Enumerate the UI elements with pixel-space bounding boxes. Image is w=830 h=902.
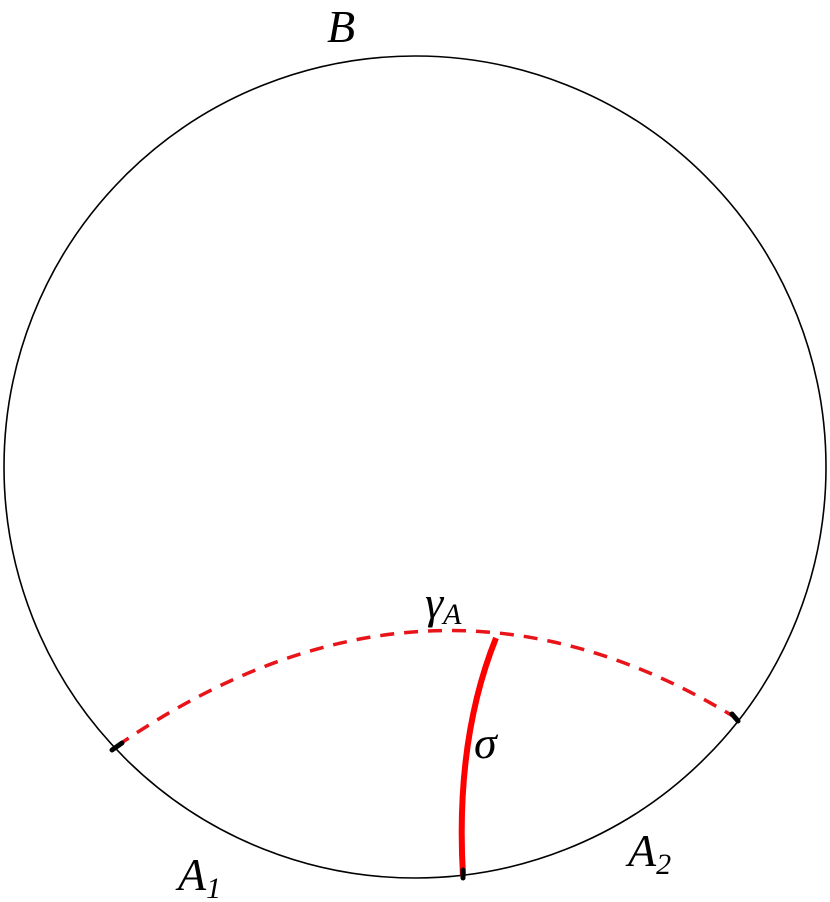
geodesic-gamma <box>116 628 737 748</box>
boundary-circle <box>3 55 827 879</box>
endpoint-marker <box>729 711 741 724</box>
label-main: A <box>625 825 657 876</box>
label-sigma: σ <box>474 717 499 768</box>
label-main: γ <box>425 577 445 628</box>
label-a2: A2 <box>625 825 671 881</box>
label-gamma: γA <box>425 577 462 631</box>
label-sub: 2 <box>656 848 671 881</box>
label-b: B <box>327 1 355 52</box>
surface-sigma <box>458 636 499 877</box>
endpoint-marker <box>109 740 125 753</box>
label-main: A <box>175 849 207 900</box>
label-sub: 1 <box>206 872 221 902</box>
label-a1: A1 <box>175 849 221 902</box>
label-sub: A <box>441 598 462 631</box>
